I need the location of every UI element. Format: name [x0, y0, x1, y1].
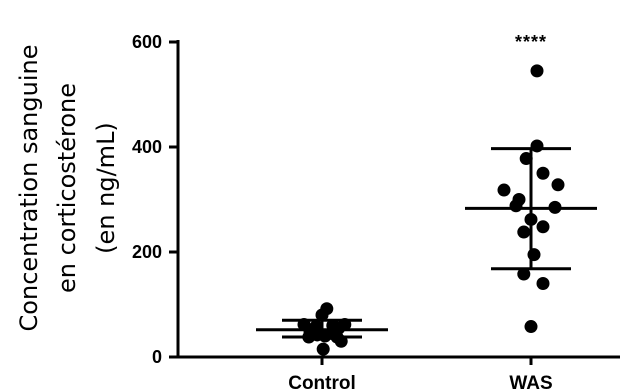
data-point — [320, 302, 334, 316]
data-point — [548, 200, 562, 214]
y-axis-title: Concentration sanguine en corticostérone… — [15, 45, 120, 332]
y-tick-label: 0 — [152, 347, 162, 367]
data-point — [530, 139, 544, 153]
data-point — [536, 220, 550, 234]
x-category-label: WAS — [509, 373, 552, 392]
data-point — [517, 225, 531, 239]
y-tick-label: 400 — [132, 137, 162, 157]
data-point — [334, 334, 348, 348]
data-point — [316, 342, 330, 356]
data-point — [524, 212, 538, 226]
significance-marker: **** — [515, 32, 547, 52]
data-point — [497, 183, 511, 197]
data-point — [509, 199, 523, 213]
y-axis-title-line-3: (en ng/mL) — [92, 122, 120, 254]
y-axis-title-line-1: Concentration sanguine — [15, 45, 43, 332]
x-category-label: Control — [288, 373, 356, 392]
y-axis-title-line-2: en corticostérone — [53, 83, 81, 293]
error-bars — [256, 147, 597, 339]
data-point — [530, 64, 544, 78]
data-point — [527, 248, 541, 262]
y-ticks: 0 200 400 600 — [132, 32, 178, 367]
data-point — [536, 166, 550, 180]
data-points — [297, 64, 565, 356]
data-point — [536, 277, 550, 290]
data-point — [551, 178, 565, 192]
data-point — [517, 267, 531, 281]
y-tick-label: 600 — [132, 32, 162, 52]
data-point — [338, 317, 352, 331]
significance-markers: **** — [515, 32, 547, 52]
data-point — [524, 320, 538, 334]
y-tick-label: 200 — [132, 242, 162, 262]
x-category-labels: Control WAS — [288, 357, 553, 392]
data-point — [519, 152, 533, 166]
